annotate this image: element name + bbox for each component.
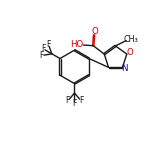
- Text: F: F: [41, 44, 45, 53]
- Text: F: F: [79, 96, 83, 105]
- Text: F: F: [40, 51, 44, 60]
- Text: F: F: [46, 40, 51, 49]
- Text: HO: HO: [70, 40, 84, 49]
- Text: O: O: [126, 48, 133, 57]
- Text: F: F: [66, 96, 70, 105]
- Text: CH₃: CH₃: [124, 35, 138, 44]
- Text: O: O: [91, 27, 98, 36]
- Text: F: F: [72, 99, 77, 108]
- Text: N: N: [121, 64, 128, 73]
